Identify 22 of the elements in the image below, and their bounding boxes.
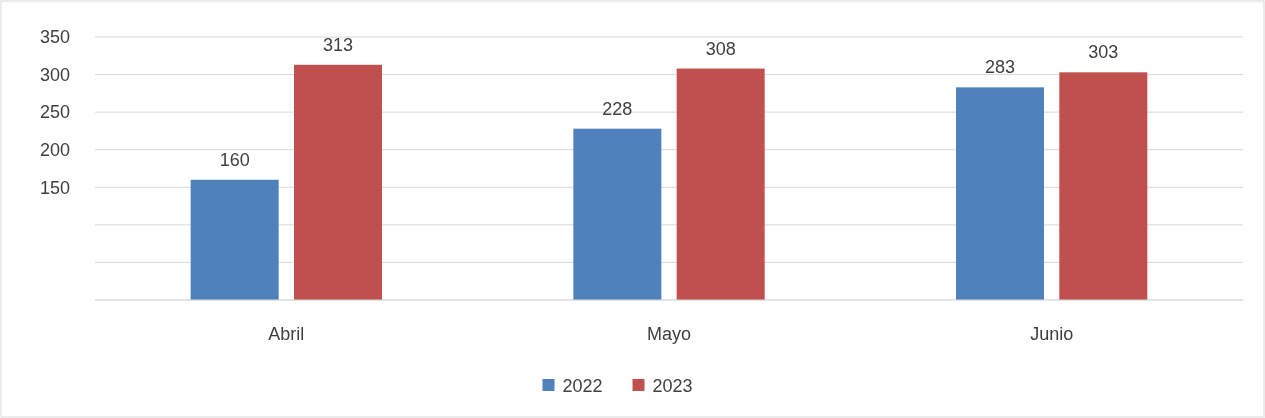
x-tick-label: Abril [268, 324, 305, 344]
y-tick-label: 250 [39, 102, 70, 123]
data-label: 283 [984, 57, 1016, 78]
x-tick-label: Junio [1030, 324, 1074, 344]
y-tick-label: 350 [39, 27, 70, 48]
x-tick-label: Mayo [646, 324, 692, 344]
data-label: 228 [602, 98, 633, 119]
data-label: 313 [322, 34, 354, 55]
legend-label: 2022 [562, 376, 603, 397]
bar [573, 128, 662, 300]
bar [190, 179, 279, 300]
bar [676, 68, 765, 300]
bar [293, 64, 382, 300]
bar [956, 87, 1045, 300]
data-label: 160 [219, 149, 250, 170]
data-label: 308 [705, 38, 736, 59]
legend-label: 2023 [652, 376, 693, 397]
y-tick-label: 200 [39, 140, 70, 161]
bar [1059, 72, 1148, 300]
y-tick-label: 150 [39, 177, 70, 198]
y-tick-label: 300 [39, 64, 70, 85]
data-label: 303 [1088, 42, 1119, 63]
